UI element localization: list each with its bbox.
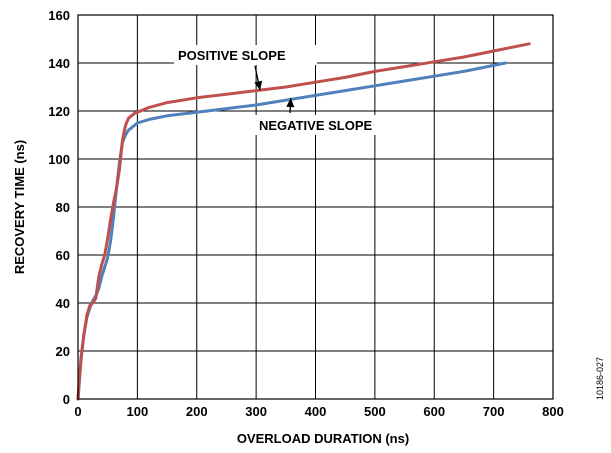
y-tick-label-140: 140	[48, 56, 70, 71]
y-axis-title: RECOVERY TIME (ns)	[12, 140, 27, 274]
annotation-bg-positive	[174, 45, 317, 65]
x-tick-label-300: 300	[245, 404, 267, 419]
annotation-negative-slope: NEGATIVE SLOPE	[259, 118, 372, 133]
y-tick-label-0: 0	[63, 392, 70, 407]
arrow-negative-head	[286, 98, 295, 108]
x-tick-label-700: 700	[483, 404, 505, 419]
series-line-negative-slope	[76, 61, 507, 401]
y-tick-label-20: 20	[56, 344, 70, 359]
x-tick-labels: 0 100 200 300 400 500 600 700 800	[74, 404, 563, 419]
series-line-positive-slope	[76, 42, 531, 401]
figure-id: 10186-027	[595, 357, 605, 400]
annotation-positive-slope: POSITIVE SLOPE	[178, 48, 286, 63]
x-tick-label-0: 0	[74, 404, 81, 419]
x-tick-label-400: 400	[305, 404, 327, 419]
y-tick-label-120: 120	[48, 104, 70, 119]
x-tick-label-200: 200	[186, 404, 208, 419]
x-axis-title: OVERLOAD DURATION (ns)	[237, 431, 409, 446]
x-tick-label-500: 500	[364, 404, 386, 419]
arrow-positive-head	[254, 80, 263, 91]
x-tick-label-800: 800	[542, 404, 564, 419]
plot-frame	[77, 14, 554, 400]
series-layer	[76, 42, 531, 401]
x-tick-label-600: 600	[423, 404, 445, 419]
y-tick-label-160: 160	[48, 8, 70, 23]
annotation-layer: POSITIVE SLOPE NEGATIVE SLOPE	[174, 45, 406, 135]
annotation-bg-negative	[255, 115, 406, 135]
y-tick-labels: 0 20 40 60 80 100 120 140 160	[48, 8, 70, 407]
grid-lines	[77, 14, 554, 400]
y-tick-label-100: 100	[48, 152, 70, 167]
y-tick-label-40: 40	[56, 296, 70, 311]
y-tick-label-60: 60	[56, 248, 70, 263]
y-tick-label-80: 80	[56, 200, 70, 215]
x-tick-label-100: 100	[127, 404, 149, 419]
